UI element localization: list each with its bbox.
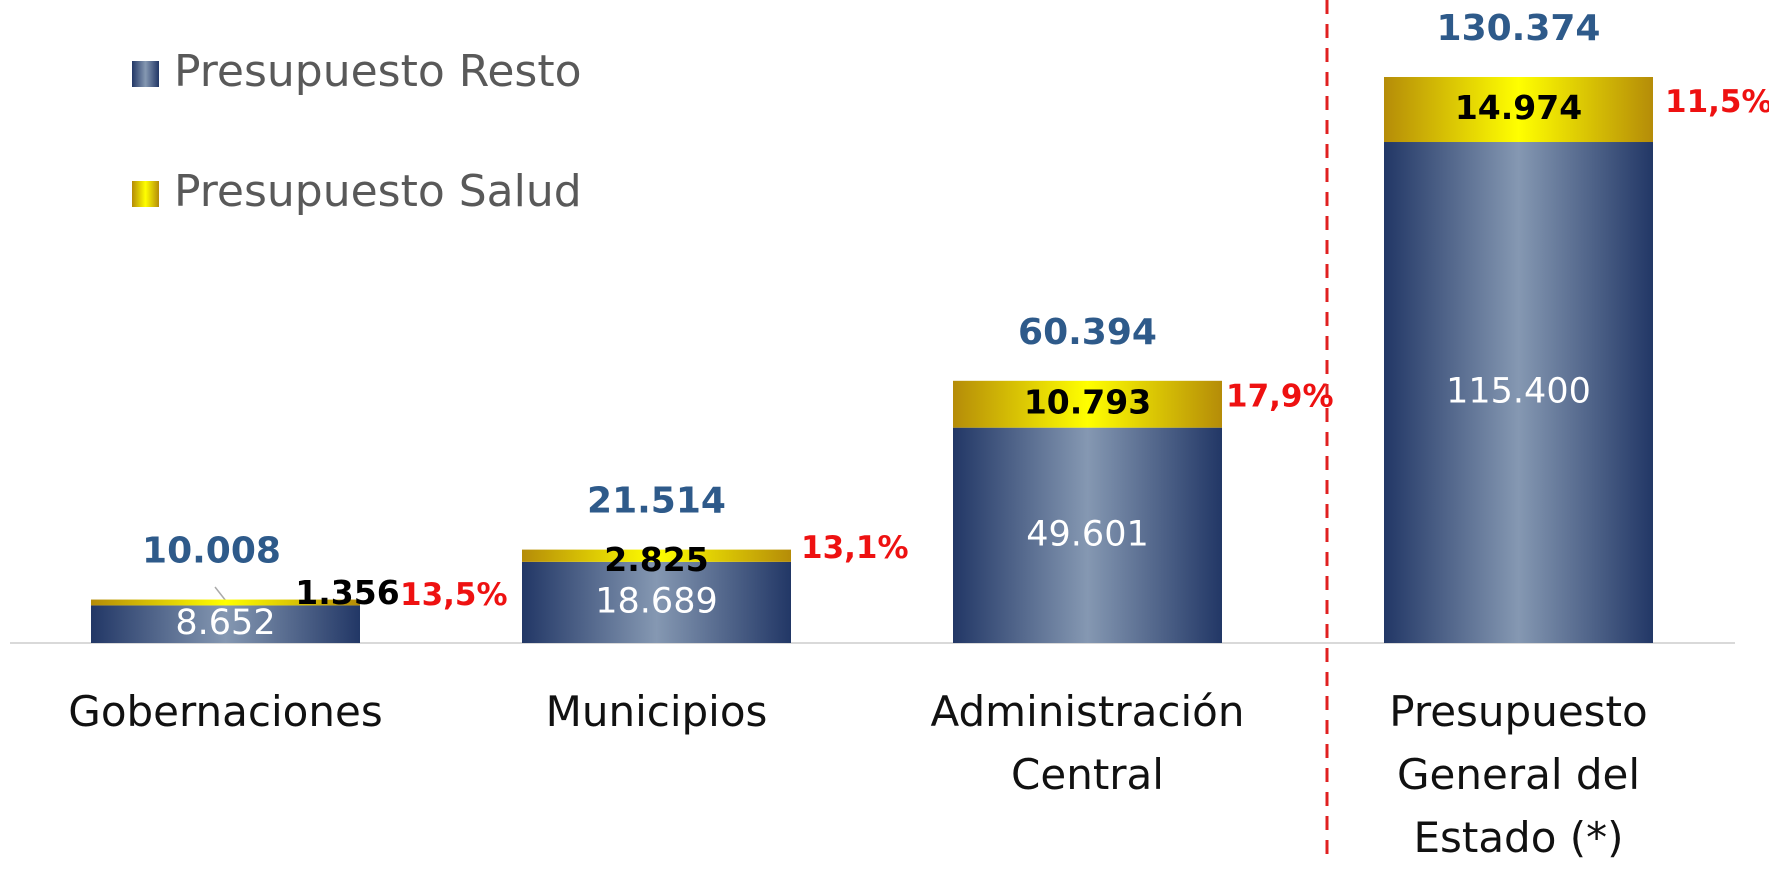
total-label: 10.008 (142, 531, 281, 572)
value-label: 2.825 (604, 540, 708, 579)
bar-segment (953, 380, 1222, 428)
share-label: 11,5% (1665, 84, 1769, 120)
legend-label: Presupuesto Salud (174, 166, 582, 217)
x-tick-label: Administración Central (930, 687, 1245, 799)
bar-segment (91, 599, 360, 606)
x-tick-label: Presupuesto General del Estado (*) (1389, 687, 1648, 862)
bar-segment (522, 561, 791, 643)
value-label: 1.356 (295, 573, 399, 612)
value-label: 8.652 (175, 603, 275, 643)
value-label: 10.793 (1024, 383, 1151, 422)
x-tick-label: Gobernaciones (68, 687, 383, 736)
total-label: 60.394 (1018, 312, 1157, 353)
bar-segment (1384, 142, 1653, 643)
value-label: 18.689 (595, 581, 717, 621)
share-label: 17,9% (1226, 379, 1334, 415)
value-label: 49.601 (1026, 514, 1148, 554)
value-label: 14.974 (1455, 88, 1582, 127)
bar-segment (91, 605, 360, 643)
legend-label: Presupuesto Resto (174, 46, 582, 97)
total-label: 130.374 (1437, 8, 1601, 49)
legend-swatch (132, 181, 159, 207)
legend-swatch (132, 61, 159, 87)
bar-segment (522, 549, 791, 562)
share-label: 13,5% (400, 577, 508, 613)
x-tick-label: Municipios (545, 687, 768, 736)
total-label: 21.514 (587, 481, 726, 522)
value-label: 115.400 (1446, 372, 1591, 412)
bar-segment (953, 427, 1222, 643)
bar-segment (1384, 77, 1653, 143)
share-label: 13,1% (801, 530, 909, 566)
leader-line (214, 586, 227, 602)
